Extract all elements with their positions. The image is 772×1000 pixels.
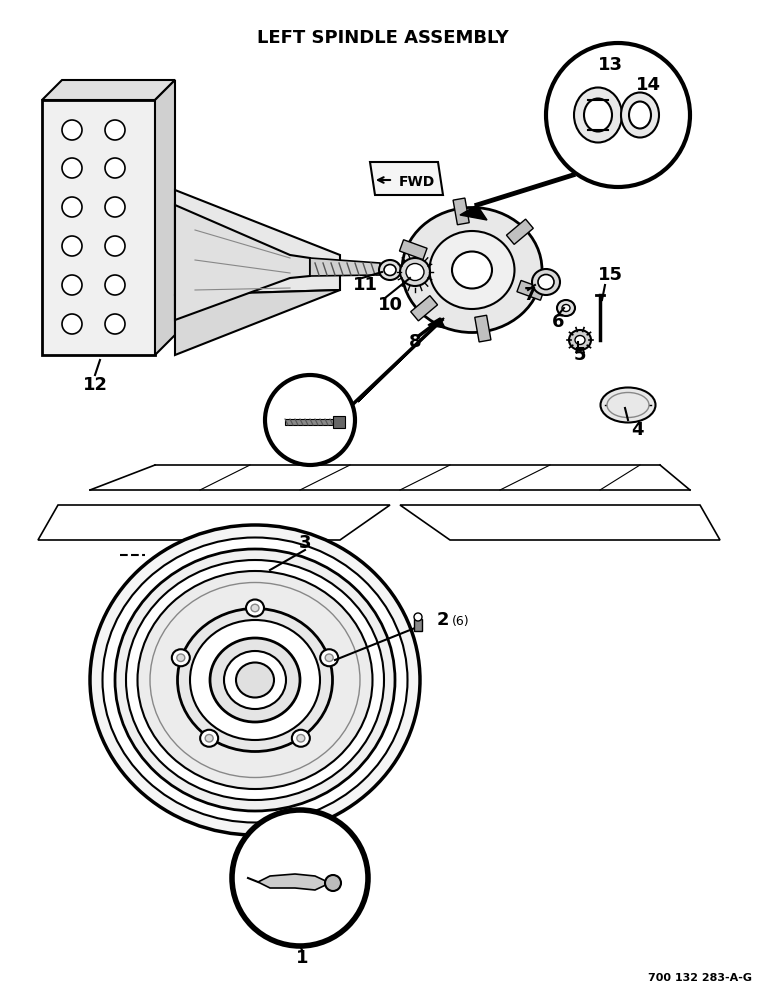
Circle shape [325, 875, 341, 891]
Ellipse shape [177, 654, 185, 662]
Polygon shape [175, 290, 340, 355]
Ellipse shape [569, 330, 591, 350]
Circle shape [546, 43, 690, 187]
Ellipse shape [532, 269, 560, 295]
Ellipse shape [172, 649, 190, 666]
Polygon shape [42, 100, 155, 355]
Ellipse shape [384, 264, 396, 275]
Text: 1: 1 [296, 949, 308, 967]
Polygon shape [414, 619, 422, 631]
Ellipse shape [557, 300, 575, 316]
Ellipse shape [103, 538, 408, 822]
Ellipse shape [190, 620, 320, 740]
Ellipse shape [406, 263, 424, 280]
Text: LEFT SPINDLE ASSEMBLY: LEFT SPINDLE ASSEMBLY [257, 29, 509, 47]
Polygon shape [475, 315, 491, 342]
Text: 14: 14 [635, 76, 661, 94]
Polygon shape [258, 874, 330, 890]
Ellipse shape [607, 392, 649, 418]
Ellipse shape [538, 274, 554, 290]
Ellipse shape [320, 649, 338, 666]
Text: 9: 9 [279, 381, 291, 399]
Ellipse shape [137, 571, 373, 789]
Polygon shape [428, 318, 445, 328]
Text: FWD: FWD [399, 175, 435, 189]
Polygon shape [506, 219, 533, 244]
Circle shape [105, 314, 125, 334]
Circle shape [62, 314, 82, 334]
Polygon shape [453, 198, 469, 225]
Text: 12: 12 [83, 376, 107, 394]
Ellipse shape [150, 582, 360, 778]
Text: 8: 8 [408, 333, 422, 351]
Ellipse shape [429, 231, 514, 309]
Ellipse shape [126, 560, 384, 800]
Polygon shape [287, 818, 308, 828]
Ellipse shape [90, 525, 420, 835]
Ellipse shape [115, 549, 395, 811]
Polygon shape [333, 416, 345, 428]
Ellipse shape [251, 604, 259, 612]
Polygon shape [42, 80, 175, 100]
Circle shape [62, 275, 82, 295]
Ellipse shape [629, 102, 651, 128]
Text: 3: 3 [299, 534, 311, 552]
Polygon shape [358, 318, 444, 402]
Text: 7: 7 [523, 286, 537, 304]
Circle shape [105, 236, 125, 256]
Circle shape [62, 120, 82, 140]
Text: 700 132 283-A-G: 700 132 283-A-G [648, 973, 752, 983]
Ellipse shape [200, 730, 218, 747]
Ellipse shape [562, 304, 570, 312]
Circle shape [62, 158, 82, 178]
Circle shape [62, 197, 82, 217]
Text: 15: 15 [598, 266, 622, 284]
Text: 4: 4 [631, 421, 643, 439]
Ellipse shape [236, 662, 274, 698]
Polygon shape [175, 205, 310, 320]
Ellipse shape [325, 654, 334, 662]
Text: 10: 10 [378, 296, 402, 314]
Text: 2: 2 [437, 611, 449, 629]
Text: 11: 11 [353, 276, 378, 294]
Circle shape [105, 158, 125, 178]
Circle shape [105, 197, 125, 217]
Ellipse shape [205, 734, 213, 742]
Text: (6): (6) [452, 615, 469, 629]
Ellipse shape [379, 260, 401, 280]
Ellipse shape [574, 88, 622, 142]
Circle shape [232, 810, 368, 946]
Circle shape [265, 375, 355, 465]
Ellipse shape [452, 251, 492, 288]
Polygon shape [285, 419, 335, 425]
Ellipse shape [601, 387, 655, 422]
Ellipse shape [246, 599, 264, 616]
Ellipse shape [297, 734, 305, 742]
Ellipse shape [224, 651, 286, 709]
Circle shape [105, 120, 125, 140]
Polygon shape [155, 80, 175, 355]
Polygon shape [370, 162, 443, 195]
Ellipse shape [178, 608, 333, 752]
Ellipse shape [575, 336, 585, 344]
Circle shape [62, 236, 82, 256]
Ellipse shape [292, 730, 310, 747]
Text: 6: 6 [552, 313, 564, 331]
Ellipse shape [402, 208, 542, 332]
Polygon shape [460, 205, 487, 220]
Text: 5: 5 [574, 346, 586, 364]
Circle shape [105, 275, 125, 295]
Ellipse shape [400, 258, 430, 286]
Polygon shape [310, 258, 380, 276]
Circle shape [414, 613, 422, 621]
Text: 13: 13 [598, 56, 622, 74]
Polygon shape [399, 240, 427, 260]
Polygon shape [517, 280, 544, 300]
Ellipse shape [210, 638, 300, 722]
Polygon shape [411, 296, 438, 321]
Polygon shape [175, 190, 340, 295]
Ellipse shape [621, 93, 659, 137]
Ellipse shape [584, 99, 612, 131]
Text: (6): (6) [298, 386, 316, 399]
